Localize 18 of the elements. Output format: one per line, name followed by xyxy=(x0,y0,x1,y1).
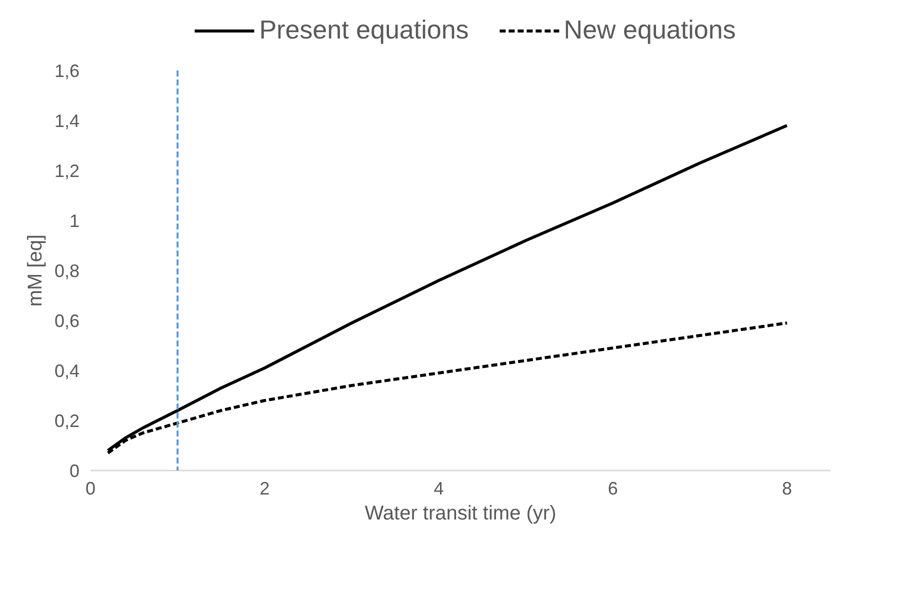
y-tick-label: 0,8 xyxy=(54,261,80,281)
legend-label: New equations xyxy=(564,14,736,46)
y-tick-label: 0 xyxy=(69,461,80,481)
x-tick-label: 8 xyxy=(782,478,792,498)
y-axis-title: mM [eq] xyxy=(24,234,46,307)
x-tick-label: 4 xyxy=(434,478,444,498)
y-tick-label: 1 xyxy=(69,211,80,231)
y-tick-label: 1,2 xyxy=(54,161,80,181)
x-tick-label: 2 xyxy=(260,478,270,498)
legend-label: Present equations xyxy=(259,14,469,46)
y-tick-label: 0,4 xyxy=(54,361,80,381)
y-tick-label: 0,2 xyxy=(54,411,80,431)
x-axis-title: Water transit time (yr) xyxy=(364,502,556,524)
x-tick-label: 0 xyxy=(85,478,96,498)
y-tick-label: 0,6 xyxy=(54,311,80,331)
y-tick-label: 1,6 xyxy=(54,61,80,81)
y-tick-label: 1,4 xyxy=(54,111,80,131)
x-tick-label: 6 xyxy=(608,478,618,498)
